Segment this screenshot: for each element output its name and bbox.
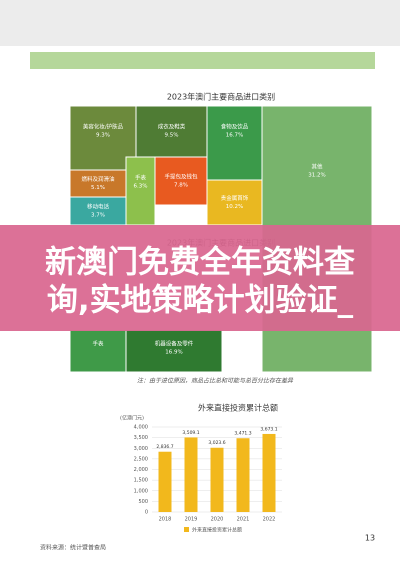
cell-percent: 3.7% — [91, 213, 105, 219]
note: 注：由于进位原因，商品占比总和可能与总百分比存在差异 — [137, 377, 294, 385]
treemap-title: 2023年澳门主要商品进口类别 — [167, 92, 275, 102]
cell-name: 燃料及润滑油 — [81, 175, 115, 183]
cell-name: 手表 — [135, 174, 147, 182]
cell-name: 其他 — [311, 163, 323, 171]
y-tick-label: 1,500 — [134, 478, 148, 484]
bar — [158, 451, 172, 512]
bar — [262, 433, 276, 512]
x-tick-label: 2019 — [185, 517, 198, 523]
cell-percent: 7.8% — [174, 183, 188, 189]
bar — [210, 447, 224, 512]
treemap-cell — [69, 105, 137, 171]
treemap-cell — [206, 105, 263, 181]
value-label: 3,673.1 — [260, 426, 277, 432]
cell-percent: 5.1% — [91, 185, 105, 191]
cell-percent: 16.7% — [226, 133, 243, 139]
page-number: 13 — [365, 534, 375, 543]
x-tick-label: 2022 — [263, 517, 276, 523]
cell-percent: 6.3% — [134, 184, 148, 190]
cell-name: 贵金属首饰 — [221, 194, 249, 202]
cell-name: 食物及饮品 — [221, 123, 249, 131]
cell-percent: 10.2% — [226, 204, 243, 210]
banner-line: 询,实地策略计划验证_ — [47, 283, 354, 319]
y-tick-label: 4,000 — [134, 425, 148, 431]
treemap-cell — [69, 169, 127, 198]
cell-name: 移动电话 — [87, 203, 110, 211]
cell-percent: 9.5% — [165, 133, 179, 139]
value-label: 2,836.7 — [156, 444, 173, 450]
bar-chart: 外来直接投资累计总额 (亿澳门元) 0 500 1,000 1,500 2,000 2,500… — [120, 403, 282, 534]
treemap-cell — [206, 179, 263, 226]
y-tick-label: 2,000 — [134, 467, 148, 473]
treemap-cell — [135, 105, 208, 158]
cell-percent: 9.3% — [96, 133, 110, 139]
chart-title: 外来直接投资累计总额 — [198, 403, 278, 413]
legend-label: 外来直接投资累计总额 — [192, 527, 242, 534]
x-tick-label: 2020 — [211, 517, 224, 523]
y-tick-label: 0 — [145, 510, 148, 516]
y-tick-label: 1,000 — [134, 488, 148, 494]
y-axis-label: (亿澳门元) — [120, 415, 144, 422]
y-tick-label: 3,500 — [134, 435, 148, 441]
cell-name: 机器设备及零件 — [155, 340, 194, 348]
treemap-cell — [69, 329, 127, 373]
source: 资料来源：统计暨普查局 — [40, 544, 106, 552]
header-strip — [30, 52, 375, 69]
y-tick-label: 2,500 — [134, 456, 148, 462]
cell-percent: 16.9% — [165, 350, 182, 356]
cell-name: 美容化妆/护肤品 — [83, 123, 124, 131]
y-tick-label: 3,000 — [134, 446, 148, 452]
treemap-cell — [154, 156, 208, 206]
banner-line: 新澳门免费全年资料查 — [45, 245, 355, 281]
treemap-cell — [69, 196, 127, 226]
cell-name: 手表 — [92, 340, 104, 348]
x-tick-label: 2021 — [237, 517, 250, 523]
legend-swatch — [184, 527, 189, 532]
cell-percent: 31.2% — [308, 173, 325, 179]
value-label: 3,471.3 — [234, 431, 251, 437]
treemap-cell — [125, 156, 156, 226]
cell-name: 手提包及钱包 — [164, 173, 198, 181]
bar — [236, 438, 250, 512]
banner — [0, 225, 400, 331]
cell-name: 成衣及鞋类 — [158, 123, 186, 131]
bar — [184, 437, 198, 512]
x-tick-label: 2018 — [159, 517, 172, 523]
value-label: 3,509.1 — [182, 430, 199, 436]
top-margin — [0, 0, 400, 46]
treemap: 美容化妆/护肤品 9.3% 成衣及鞋类 9.5% 食物及饮品 16.7% 其他 31.2% 燃料… — [69, 105, 373, 373]
value-label: 3,023.6 — [208, 440, 225, 446]
y-tick-label: 500 — [138, 499, 148, 505]
treemap-cell — [125, 329, 223, 373]
